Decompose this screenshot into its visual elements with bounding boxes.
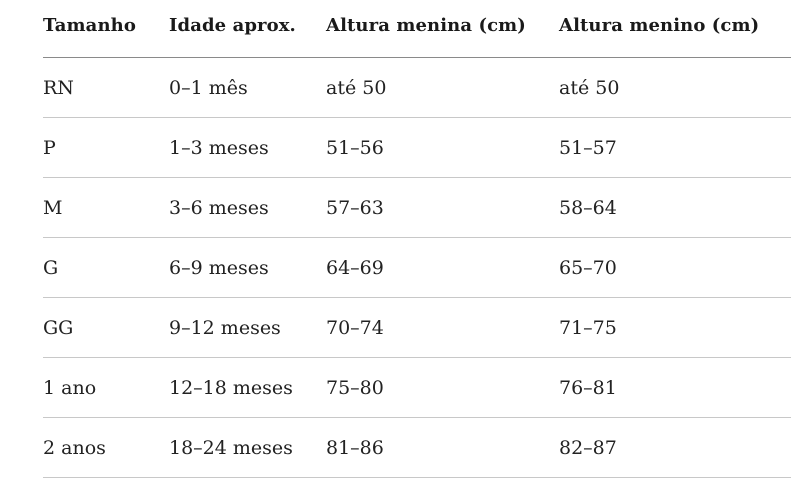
table-row: 1 ano 12–18 meses 75–80 76–81 [43, 357, 791, 418]
cell-tamanho: GG [43, 297, 169, 358]
size-table-container: Tamanho Idade aprox. Altura menina (cm) … [43, 0, 791, 478]
cell-tamanho: 1 ano [43, 357, 169, 418]
cell-altura-menino: até 50 [559, 57, 791, 118]
table-header: Tamanho Idade aprox. Altura menina (cm) … [43, 0, 791, 58]
cell-altura-menina: 81–86 [326, 417, 559, 478]
cell-altura-menina: 57–63 [326, 177, 559, 238]
table-row: G 6–9 meses 64–69 65–70 [43, 237, 791, 298]
table-body: RN 0–1 mês até 50 até 50 P 1–3 meses 51–… [43, 57, 791, 478]
cell-idade: 0–1 mês [169, 57, 326, 118]
cell-altura-menino: 65–70 [559, 237, 791, 298]
cell-tamanho: M [43, 177, 169, 238]
cell-idade: 1–3 meses [169, 117, 326, 178]
cell-altura-menino: 76–81 [559, 357, 791, 418]
cell-tamanho: G [43, 237, 169, 298]
cell-tamanho: 2 anos [43, 417, 169, 478]
header-row: Tamanho Idade aprox. Altura menina (cm) … [43, 0, 791, 58]
cell-altura-menina: até 50 [326, 57, 559, 118]
header-altura-menina: Altura menina (cm) [326, 0, 559, 58]
table-row: GG 9–12 meses 70–74 71–75 [43, 297, 791, 358]
cell-altura-menina: 64–69 [326, 237, 559, 298]
cell-altura-menina: 75–80 [326, 357, 559, 418]
cell-idade: 12–18 meses [169, 357, 326, 418]
cell-altura-menino: 58–64 [559, 177, 791, 238]
cell-tamanho: RN [43, 57, 169, 118]
cell-altura-menina: 70–74 [326, 297, 559, 358]
table-row: P 1–3 meses 51–56 51–57 [43, 117, 791, 178]
table-row: 2 anos 18–24 meses 81–86 82–87 [43, 417, 791, 478]
header-tamanho: Tamanho [43, 0, 169, 58]
cell-idade: 3–6 meses [169, 177, 326, 238]
cell-altura-menino: 82–87 [559, 417, 791, 478]
cell-idade: 9–12 meses [169, 297, 326, 358]
cell-altura-menino: 51–57 [559, 117, 791, 178]
cell-idade: 6–9 meses [169, 237, 326, 298]
cell-altura-menino: 71–75 [559, 297, 791, 358]
header-idade: Idade aprox. [169, 0, 326, 58]
size-table: Tamanho Idade aprox. Altura menina (cm) … [43, 0, 791, 478]
cell-idade: 18–24 meses [169, 417, 326, 478]
cell-altura-menina: 51–56 [326, 117, 559, 178]
header-altura-menino: Altura menino (cm) [559, 0, 791, 58]
table-row: RN 0–1 mês até 50 até 50 [43, 57, 791, 118]
cell-tamanho: P [43, 117, 169, 178]
table-row: M 3–6 meses 57–63 58–64 [43, 177, 791, 238]
